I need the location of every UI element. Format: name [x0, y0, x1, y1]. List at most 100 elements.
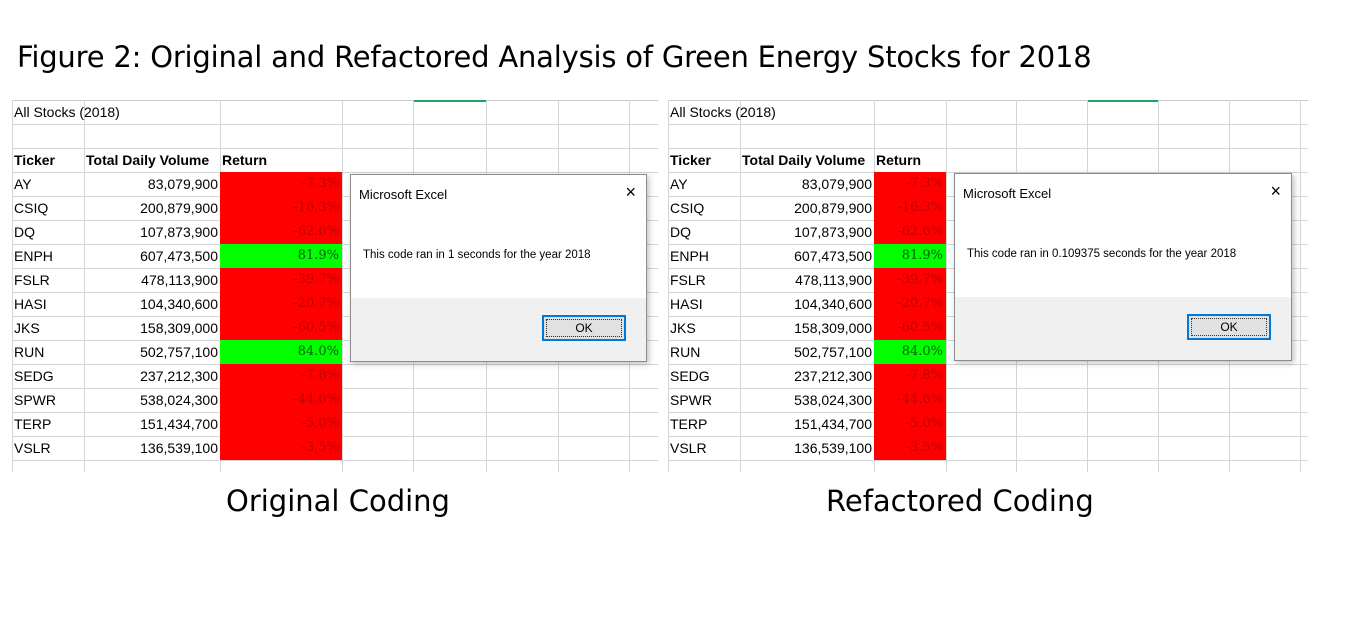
volume-cell[interactable]: 538,024,300	[794, 392, 872, 408]
ticker-cell[interactable]: JKS	[670, 320, 696, 336]
header-return[interactable]: Return	[222, 152, 268, 168]
return-cell[interactable]: -62.6%	[220, 220, 342, 244]
ticker-cell[interactable]: ENPH	[670, 248, 709, 264]
volume-cell[interactable]: 200,879,900	[140, 200, 218, 216]
return-cell[interactable]: -62.6%	[874, 220, 946, 244]
message-box-refactored: Microsoft Excel × This code ran in 0.109…	[954, 173, 1292, 361]
volume-cell[interactable]: 158,309,000	[140, 320, 218, 336]
dialog-footer: OK	[955, 297, 1291, 360]
header-ticker[interactable]: Ticker	[14, 152, 55, 168]
ticker-cell[interactable]: SEDG	[670, 368, 710, 384]
return-cell[interactable]: -20.7%	[874, 292, 946, 316]
grid-row-line	[12, 124, 658, 125]
return-cell[interactable]: -16.3%	[874, 196, 946, 220]
volume-cell[interactable]: 107,873,900	[140, 224, 218, 240]
ticker-cell[interactable]: DQ	[670, 224, 691, 240]
grid-top-border	[12, 100, 658, 101]
ticker-cell[interactable]: RUN	[14, 344, 45, 360]
volume-cell[interactable]: 502,757,100	[794, 344, 872, 360]
ticker-cell[interactable]: HASI	[14, 296, 47, 312]
header-return[interactable]: Return	[876, 152, 922, 168]
volume-cell[interactable]: 104,340,600	[140, 296, 218, 312]
ok-button[interactable]: OK	[542, 315, 626, 341]
volume-cell[interactable]: 107,873,900	[794, 224, 872, 240]
ok-button[interactable]: OK	[1187, 314, 1271, 340]
ticker-cell[interactable]: AY	[14, 176, 32, 192]
volume-cell[interactable]: 158,309,000	[794, 320, 872, 336]
ticker-cell[interactable]: ENPH	[14, 248, 53, 264]
return-cell[interactable]: -60.5%	[874, 316, 946, 340]
volume-cell[interactable]: 200,879,900	[794, 200, 872, 216]
volume-cell[interactable]: 538,024,300	[140, 392, 218, 408]
ticker-cell[interactable]: SPWR	[670, 392, 712, 408]
return-cell[interactable]: 84.0%	[874, 340, 946, 364]
cell-selection-indicator	[413, 100, 486, 102]
header-total-daily-volume[interactable]: Total Daily Volume	[86, 152, 210, 168]
volume-cell[interactable]: 607,473,500	[140, 248, 218, 264]
volume-cell[interactable]: 136,539,100	[140, 440, 218, 456]
volume-cell[interactable]: 136,539,100	[794, 440, 872, 456]
volume-cell[interactable]: 237,212,300	[140, 368, 218, 384]
volume-cell[interactable]: 151,434,700	[794, 416, 872, 432]
return-cell[interactable]: 81.9%	[874, 244, 946, 268]
ticker-cell[interactable]: SPWR	[14, 392, 56, 408]
sheet-title-cell[interactable]: All Stocks (2018)	[14, 104, 120, 120]
close-icon[interactable]: ×	[625, 182, 636, 202]
return-cell[interactable]: -5.0%	[874, 412, 946, 436]
return-cell[interactable]: -3.5%	[220, 436, 342, 460]
return-cell[interactable]: -16.3%	[220, 196, 342, 220]
ticker-cell[interactable]: DQ	[14, 224, 35, 240]
volume-cell[interactable]: 104,340,600	[794, 296, 872, 312]
ticker-cell[interactable]: TERP	[14, 416, 52, 432]
ticker-cell[interactable]: HASI	[670, 296, 703, 312]
sheet-title-cell[interactable]: All Stocks (2018)	[670, 104, 776, 120]
return-cell[interactable]: -5.0%	[220, 412, 342, 436]
return-cell[interactable]: 81.9%	[220, 244, 342, 268]
return-cell[interactable]: -7.8%	[874, 364, 946, 388]
ok-button-label: OK	[546, 319, 622, 337]
ticker-cell[interactable]: TERP	[670, 416, 708, 432]
ticker-cell[interactable]: CSIQ	[670, 200, 705, 216]
return-cell[interactable]: -7.3%	[220, 172, 342, 196]
ticker-cell[interactable]: JKS	[14, 320, 40, 336]
ticker-cell[interactable]: SEDG	[14, 368, 54, 384]
return-cell[interactable]: -44.6%	[874, 388, 946, 412]
return-cell[interactable]: -20.7%	[220, 292, 342, 316]
volume-cell[interactable]: 478,113,900	[795, 272, 872, 288]
volume-cell[interactable]: 607,473,500	[794, 248, 872, 264]
grid-column-line	[946, 100, 947, 472]
ticker-cell[interactable]: VSLR	[670, 440, 707, 456]
volume-cell[interactable]: 83,079,900	[147, 176, 218, 192]
ticker-cell[interactable]: VSLR	[14, 440, 51, 456]
return-cell[interactable]: -39.7%	[874, 268, 946, 292]
header-ticker[interactable]: Ticker	[670, 152, 711, 168]
grid-top-border	[668, 100, 1308, 101]
ticker-cell[interactable]: RUN	[670, 344, 701, 360]
volume-cell[interactable]: 83,079,900	[801, 176, 872, 192]
dialog-message: This code ran in 1 seconds for the year …	[363, 249, 591, 261]
return-cell[interactable]: -3.5%	[874, 436, 946, 460]
return-cell[interactable]: 84.0%	[220, 340, 342, 364]
volume-cell[interactable]: 478,113,900	[141, 272, 218, 288]
volume-cell[interactable]: 151,434,700	[140, 416, 218, 432]
grid-row-line	[668, 412, 1308, 413]
grid-row-line	[668, 436, 1308, 437]
grid-column-line	[740, 100, 741, 472]
return-cell[interactable]: -44.6%	[220, 388, 342, 412]
close-icon[interactable]: ×	[1270, 181, 1281, 201]
ticker-cell[interactable]: FSLR	[14, 272, 50, 288]
volume-cell[interactable]: 237,212,300	[794, 368, 872, 384]
message-box-original: Microsoft Excel × This code ran in 1 sec…	[350, 174, 647, 362]
grid-column-line	[84, 100, 85, 472]
return-cell[interactable]: -7.3%	[874, 172, 946, 196]
figure-title: Figure 2: Original and Refactored Analys…	[17, 40, 1092, 74]
return-cell[interactable]: -60.5%	[220, 316, 342, 340]
ticker-cell[interactable]: FSLR	[670, 272, 706, 288]
return-cell[interactable]: -7.8%	[220, 364, 342, 388]
grid-row-line	[12, 460, 658, 461]
ticker-cell[interactable]: CSIQ	[14, 200, 49, 216]
header-total-daily-volume[interactable]: Total Daily Volume	[742, 152, 866, 168]
volume-cell[interactable]: 502,757,100	[140, 344, 218, 360]
ticker-cell[interactable]: AY	[670, 176, 688, 192]
return-cell[interactable]: -39.7%	[220, 268, 342, 292]
